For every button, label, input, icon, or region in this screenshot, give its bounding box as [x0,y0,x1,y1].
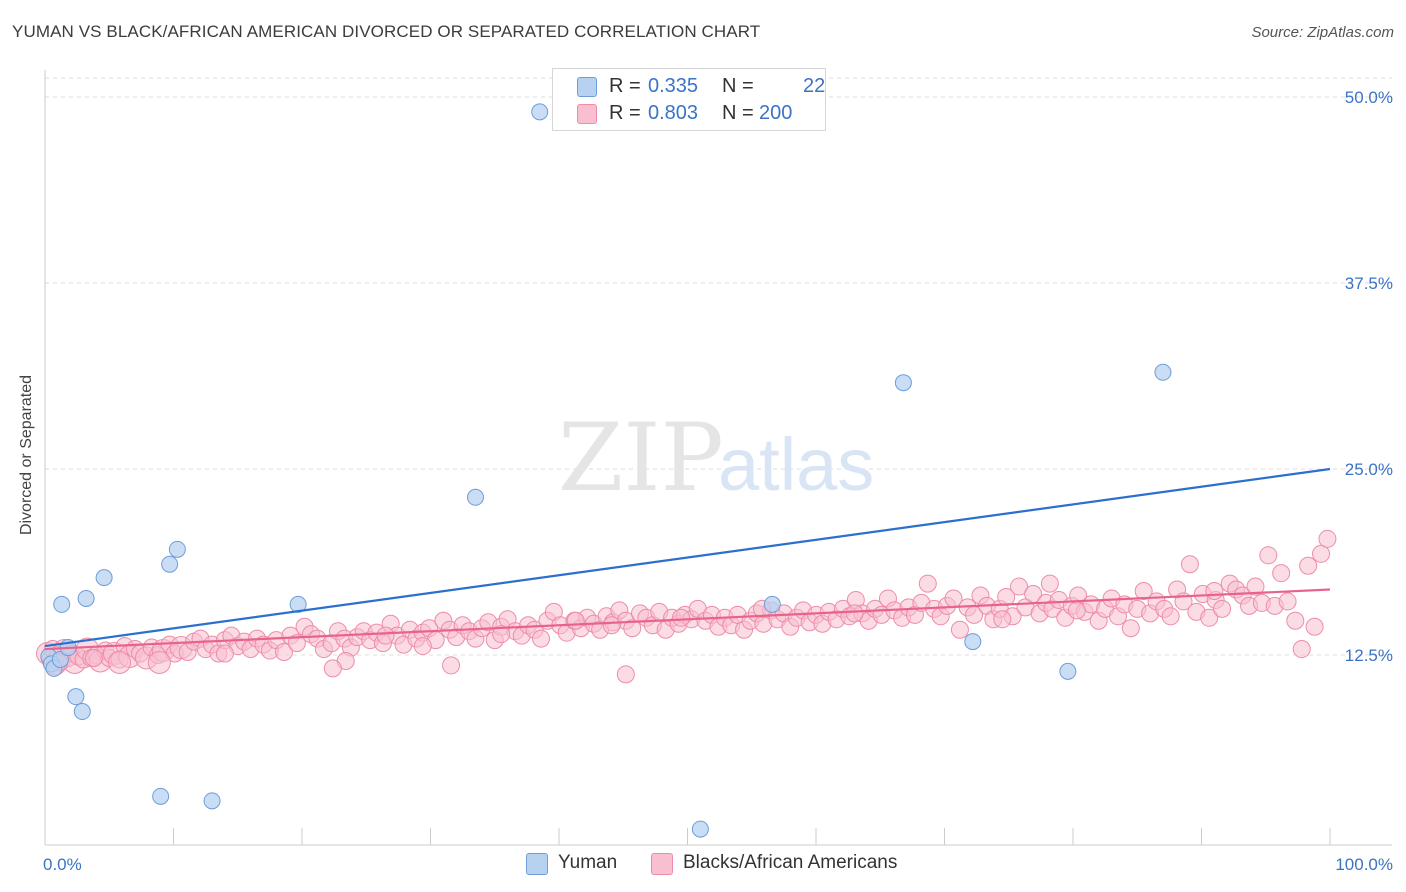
data-point-black [1180,555,1199,574]
data-point-black [1312,544,1331,563]
legend-n-label: N = [722,75,754,97]
data-point-yuman [964,633,982,651]
data-point-black [950,620,969,639]
data-point-black [1318,529,1337,548]
data-point-black [672,608,691,627]
data-point-black [275,643,294,662]
data-point-black [84,648,103,667]
data-point-black [918,574,937,593]
x-tick-label: 100.0% [1335,855,1393,874]
data-point-yuman [95,569,113,587]
watermark-atlas: atlas [718,423,874,506]
data-point-yuman [51,650,69,668]
y-tick-label: 37.5% [1345,274,1393,293]
data-point-black [566,611,585,630]
data-point-black [215,644,234,663]
data-point-yuman [763,595,781,613]
data-point-black [623,619,642,638]
data-point-yuman [691,820,709,838]
data-point-yuman [203,792,221,810]
data-point-yuman [161,555,179,573]
data-point-black [442,656,461,675]
data-point-yuman [1059,662,1077,680]
y-tick-label: 25.0% [1345,460,1393,479]
data-point-black [323,659,342,678]
data-point-black [1292,640,1311,659]
legend-r-label: R = [609,102,641,124]
data-point-black [532,629,551,648]
data-point-black [1200,608,1219,627]
data-point-black [845,604,864,623]
y-tick-label: 50.0% [1345,88,1393,107]
data-point-black [1305,617,1324,636]
chart-title: YUMAN VS BLACK/AFRICAN AMERICAN DIVORCED… [12,22,761,41]
data-point-yuman [289,595,307,613]
trend-line-black [44,588,1331,651]
data-point-black [1010,577,1029,596]
correlation-legend: R = 0.335 N = 22 R = 0.803 N = 200 [552,68,826,131]
data-point-yuman [466,488,484,506]
data-point-yuman [168,540,186,558]
data-point-yuman [531,103,549,121]
legend-n-value: 22 [803,75,826,97]
legend-r-label: R = [609,75,641,97]
tick-labels: 12.5% 25.0% 37.5% 50.0% 0.0% 100.0% [43,88,1393,874]
x-tick-label: 0.0% [43,855,82,874]
watermark-zip: ZIP [558,404,724,513]
legend-r-value: 0.335 [648,75,699,97]
data-point-black [616,665,635,684]
data-point-black [1213,599,1232,618]
legend-r-value: 0.803 [648,102,699,124]
data-point-black [492,625,511,644]
bottom-legend-swatch-black [651,853,673,875]
data-point-black [413,637,432,656]
data-point-black [1161,607,1180,626]
black-series-points [36,529,1337,684]
data-point-yuman [1154,363,1172,381]
axis-layer [44,70,1392,846]
data-point-yuman [77,589,95,607]
data-point-black [376,626,395,645]
data-point-black [108,650,132,674]
data-point-black [287,634,306,653]
legend-n-label: N = [722,102,754,124]
data-point-black [1205,582,1224,601]
bottom-legend-swatch-yuman [526,853,548,875]
data-point-yuman [53,595,71,613]
data-point-black [1286,611,1305,630]
data-point-yuman [73,703,91,721]
yuman-series-points [40,103,1172,838]
data-point-black [1299,556,1318,575]
data-point-black [1259,546,1278,565]
data-point-black [147,650,171,674]
data-point-black [1121,619,1140,638]
data-point-black [1040,574,1059,593]
bottom-legend-label-yuman: Yuman [558,852,618,873]
legend-n-value: 200 [759,102,793,124]
watermark: ZIP atlas [558,404,874,513]
trend-lines [44,467,1331,651]
data-point-yuman [67,688,85,706]
data-point-black [1067,601,1086,620]
data-point-yuman [152,787,170,805]
data-point-black [1272,564,1291,583]
bottom-legend-label-black: Blacks/African Americans [683,852,898,873]
data-point-black [1134,582,1153,601]
legend-swatch-black [577,104,597,124]
trend-line-yuman [44,467,1331,648]
data-point-black [1278,592,1297,611]
chart-source: Source: ZipAtlas.com [1251,24,1394,41]
legend-swatch-yuman [577,77,597,97]
data-point-black [993,610,1012,629]
data-point-black [1246,577,1265,596]
data-point-black [602,616,621,635]
y-tick-label: 12.5% [1345,646,1393,665]
data-point-yuman [894,374,912,392]
